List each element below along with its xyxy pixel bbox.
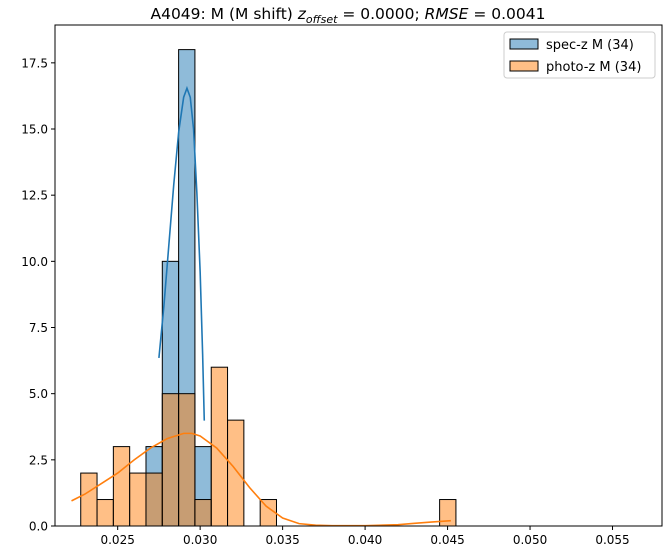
legend-box: [503, 31, 656, 79]
x-axis: 0.025 0.030 0.035 0.040 0.045 0.050 0.055: [100, 526, 630, 547]
y-tick-label: 15.0: [21, 123, 48, 137]
bar-photo-z-5: [161, 393, 180, 527]
x-tick-label: 0.040: [348, 533, 382, 547]
x-tick-label: 0.025: [100, 533, 134, 547]
y-tick-label: 0.0: [29, 520, 48, 534]
y-tick-label: 7.5: [29, 321, 48, 335]
legend-swatch-photo-z: [509, 60, 539, 72]
x-tick-label: 0.045: [430, 533, 464, 547]
bar-photo-z-9: [227, 419, 245, 527]
x-tick-label: 0.035: [265, 533, 299, 547]
y-tick-label: 12.5: [21, 189, 48, 203]
bar-photo-z-3: [129, 472, 147, 527]
legend-label-spec-z: spec-z M (34): [546, 38, 634, 53]
bar-photo-z-0: [80, 472, 98, 527]
bar-photo-z-2: [112, 446, 131, 527]
plot-frame: [54, 24, 663, 527]
chart-title: A4049: M (M shift) zoffset = 0.0000; RMS…: [150, 5, 545, 26]
y-tick-label: 17.5: [21, 56, 48, 70]
kde-line-spec-z: [158, 85, 206, 421]
legend-label-photo-z: photo-z M (34): [546, 60, 641, 75]
y-tick-label: 10.0: [21, 255, 48, 269]
bar-photo-z-7: [194, 499, 212, 527]
legend-swatch-spec-z: [509, 38, 539, 50]
y-tick-label: 2.5: [29, 453, 48, 467]
x-tick-label: 0.030: [183, 533, 217, 547]
y-tick-label: 5.0: [29, 387, 48, 401]
bar-photo-z-6: [178, 393, 196, 527]
bar-photo-z-4: [145, 472, 163, 527]
kde-curves: [71, 85, 451, 527]
bar-photo-z-1: [96, 499, 114, 527]
legend: spec-z M (34) photo-z M (34): [503, 31, 656, 79]
x-tick-label: 0.050: [513, 533, 547, 547]
x-tick-label: 0.055: [595, 533, 629, 547]
histogram-bars: [80, 49, 457, 527]
kde-line-photo-z: [71, 432, 451, 527]
y-axis: 0.0 2.5 5.0 7.5 10.0 12.5 15.0 17.5: [21, 56, 55, 534]
